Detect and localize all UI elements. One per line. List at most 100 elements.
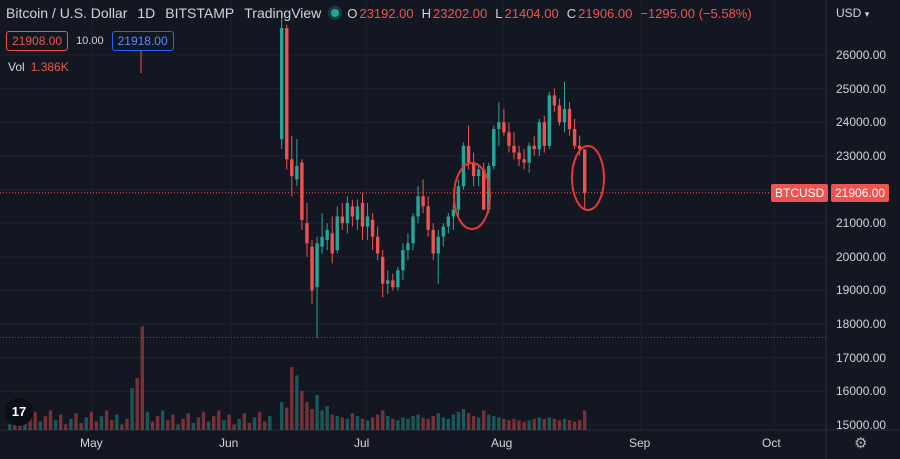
volume-bar xyxy=(8,424,12,430)
volume-bar xyxy=(43,416,48,430)
candle-body xyxy=(482,169,486,210)
price-tick-label: 20000.00 xyxy=(836,249,887,264)
candle-body xyxy=(375,236,380,254)
candle-body xyxy=(557,105,562,123)
price-tick-label: 21000.00 xyxy=(836,216,887,231)
candle-body xyxy=(583,149,587,193)
volume-bar xyxy=(300,390,304,430)
volume-bar xyxy=(335,416,339,430)
volume-bar xyxy=(345,418,350,430)
volume-bar xyxy=(212,416,216,430)
volume-bar xyxy=(572,421,577,430)
volume-bar xyxy=(370,417,375,430)
volume-bar xyxy=(562,418,567,430)
volume-bar xyxy=(527,420,531,430)
volume-bar xyxy=(547,417,552,430)
sell-price-button[interactable]: 21908.00 xyxy=(6,31,69,51)
low-value: 21404.00 xyxy=(504,5,559,21)
volume-bar xyxy=(33,411,37,430)
volume-bar xyxy=(166,420,170,430)
candle-body xyxy=(446,216,451,227)
candle-body xyxy=(360,203,365,227)
candle-body xyxy=(421,196,425,207)
volume-bar xyxy=(552,418,557,430)
volume-bar xyxy=(492,416,496,430)
interval-label[interactable]: 1D xyxy=(137,5,156,21)
candle-body xyxy=(456,186,461,210)
price-tick-label: 25000.00 xyxy=(836,81,887,96)
volume-bar xyxy=(507,420,511,430)
volume-bar xyxy=(431,416,435,430)
open-value: 23192.00 xyxy=(359,5,414,21)
volume-bar xyxy=(110,420,114,430)
symbol-price-tag: BTCUSD xyxy=(771,184,829,202)
volume-bar xyxy=(456,411,461,430)
candle-body xyxy=(431,229,435,254)
tradingview-logo-icon[interactable]: 17 xyxy=(5,398,33,426)
volume-bar xyxy=(222,420,226,430)
volume-bar xyxy=(150,421,155,430)
candle-body xyxy=(426,206,430,230)
trade-row: 21908.00 10.00 21918.00 xyxy=(6,31,182,51)
volume-bar xyxy=(135,378,139,430)
volume-bar xyxy=(140,326,144,430)
volume-bar xyxy=(290,367,294,430)
volume-bar xyxy=(466,413,471,430)
high-value: 23202.00 xyxy=(433,5,488,21)
gear-icon[interactable]: ⚙ xyxy=(854,435,868,452)
volume-bar xyxy=(94,421,99,430)
volume-bar xyxy=(350,413,355,430)
volume-bar xyxy=(176,424,180,430)
volume-bar xyxy=(38,421,42,430)
volume-bar xyxy=(280,402,284,430)
volume-bar xyxy=(482,410,486,430)
candle-body xyxy=(542,122,546,146)
candle-body xyxy=(497,122,501,129)
volume-bar xyxy=(577,420,582,430)
price-tick-label: 26000.00 xyxy=(836,48,887,62)
volume-bar xyxy=(386,416,390,430)
volume-bar xyxy=(120,424,124,430)
currency-selector[interactable]: USD ▾ xyxy=(836,6,869,20)
candle-body xyxy=(476,169,481,177)
volume-bar xyxy=(487,414,491,430)
candle-body xyxy=(411,216,415,244)
volume-bar xyxy=(502,418,506,430)
currency-label: USD xyxy=(836,6,862,20)
volume-bar xyxy=(74,413,78,430)
volume-bar xyxy=(381,410,385,430)
candle-body xyxy=(406,243,410,251)
volume-bar xyxy=(512,418,516,430)
volume-bar xyxy=(426,418,430,430)
volume-bar xyxy=(406,418,410,430)
candle-body xyxy=(290,159,294,177)
volume-bar xyxy=(191,423,195,430)
exchange-label: BITSTAMP xyxy=(165,5,235,21)
candle-body xyxy=(325,229,329,240)
candle-body xyxy=(552,95,557,106)
symbol-name[interactable]: Bitcoin / U.S. Dollar xyxy=(6,5,128,21)
volume-bar xyxy=(196,417,201,430)
time-tick-label: May xyxy=(80,436,103,450)
volume-bar xyxy=(186,413,190,430)
source-label: TradingView xyxy=(244,5,322,21)
candle-body xyxy=(340,216,344,224)
volume-bar xyxy=(206,421,211,430)
volume-bar xyxy=(517,420,521,430)
volume-bar xyxy=(446,418,451,430)
candle-body xyxy=(386,280,390,284)
price-tick-label: 19000.00 xyxy=(836,283,887,298)
volume-bar xyxy=(247,423,252,430)
volume-bar xyxy=(451,414,456,430)
open-label: O xyxy=(347,5,358,21)
buy-price-button[interactable]: 21918.00 xyxy=(111,31,174,51)
volume-bar xyxy=(325,406,329,430)
volume-bar xyxy=(436,413,440,430)
time-tick-label: Sep xyxy=(629,436,651,450)
volume-bar xyxy=(285,407,289,430)
volume-bar xyxy=(557,420,562,430)
candle-body xyxy=(441,226,445,237)
high-label: H xyxy=(421,5,432,21)
volume-bar xyxy=(315,395,319,430)
